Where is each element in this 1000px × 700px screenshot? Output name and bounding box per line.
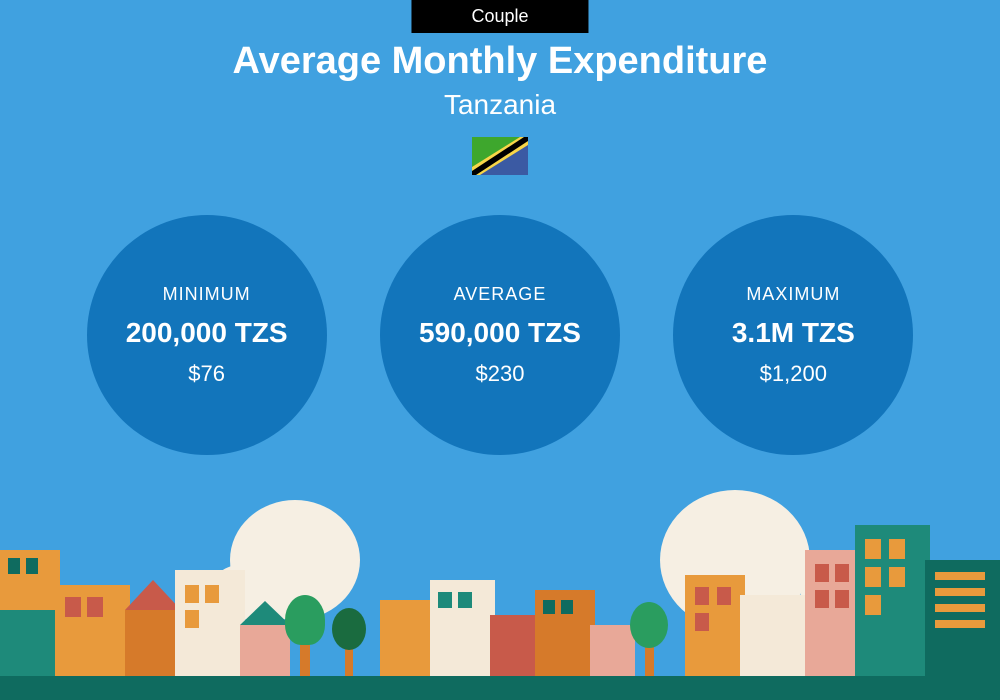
stat-usd: $1,200	[760, 361, 827, 387]
category-tab[interactable]: Couple	[411, 0, 588, 33]
stat-usd: $76	[188, 361, 225, 387]
city-illustration	[0, 500, 1000, 700]
stat-circle-maximum: MAXIMUM 3.1M TZS $1,200	[673, 215, 913, 455]
stat-label: MAXIMUM	[746, 284, 840, 305]
stat-value: 3.1M TZS	[732, 317, 855, 349]
stat-usd: $230	[476, 361, 525, 387]
stats-row: MINIMUM 200,000 TZS $76 AVERAGE 590,000 …	[0, 175, 1000, 455]
ground	[0, 676, 1000, 700]
stat-circle-minimum: MINIMUM 200,000 TZS $76	[87, 215, 327, 455]
stat-label: MINIMUM	[163, 284, 251, 305]
stat-circle-average: AVERAGE 590,000 TZS $230	[380, 215, 620, 455]
stat-value: 200,000 TZS	[126, 317, 288, 349]
stat-label: AVERAGE	[454, 284, 547, 305]
stat-value: 590,000 TZS	[419, 317, 581, 349]
tab-label: Couple	[471, 6, 528, 26]
page-subtitle: Tanzania	[0, 89, 1000, 121]
page-title: Average Monthly Expenditure	[0, 40, 1000, 83]
country-flag-icon	[472, 137, 528, 175]
